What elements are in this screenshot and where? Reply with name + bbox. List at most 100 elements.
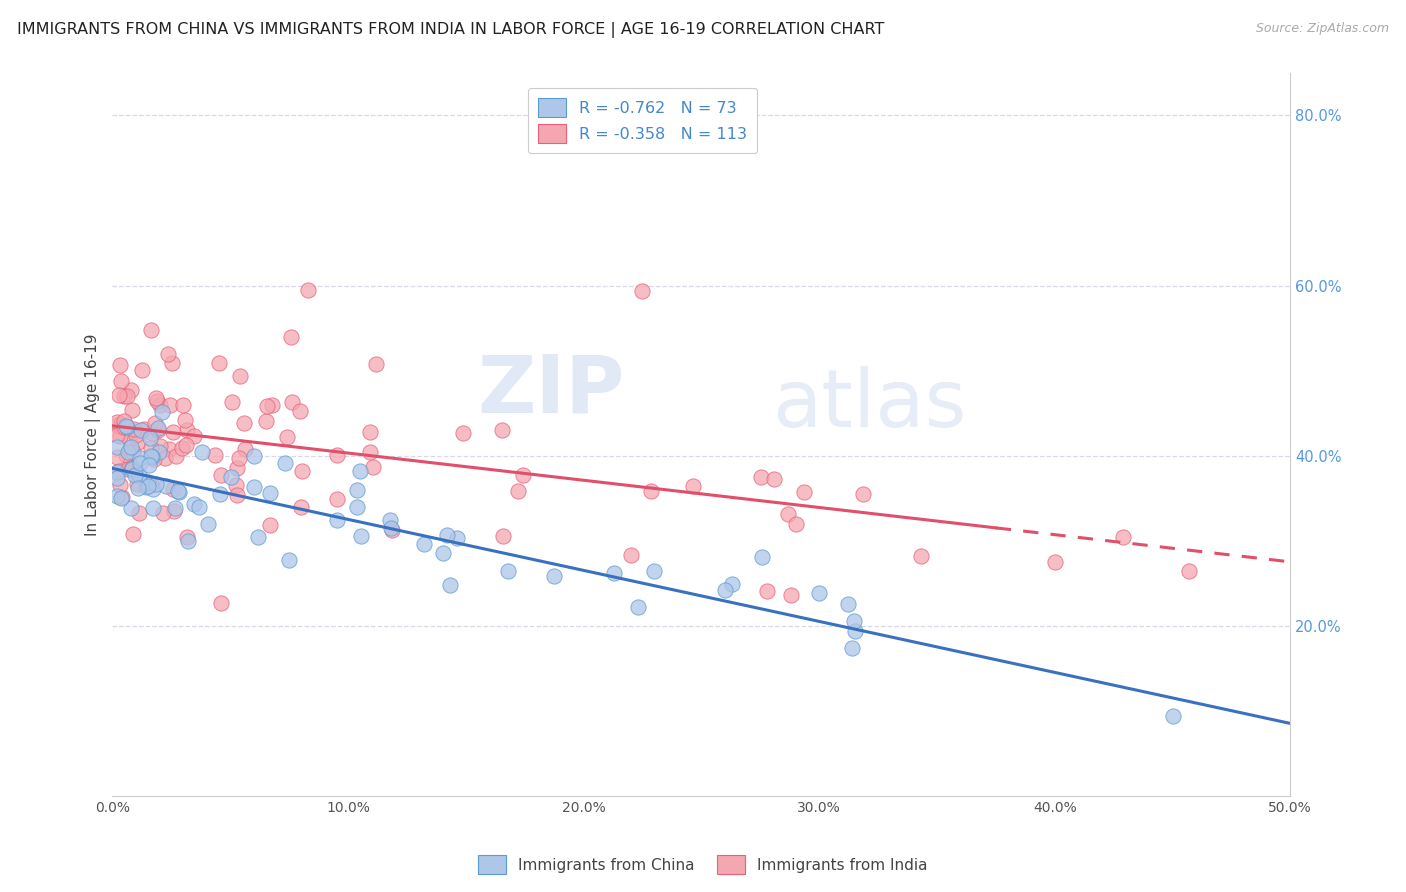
Point [1043,555,1066,569]
Point [1178,564,1201,578]
Point [129,423,152,437]
Point [453,425,475,440]
Point [172,398,194,412]
Point [138,458,160,472]
Point [262,398,284,412]
Point [721,576,744,591]
Text: ZIP: ZIP [478,352,624,430]
Point [110,374,132,388]
Point [105,489,128,503]
Point [643,564,665,578]
Point [110,478,132,492]
Point [233,442,256,456]
Point [380,521,402,535]
Point [108,358,131,372]
Point [105,417,128,432]
Point [120,440,142,454]
Point [166,484,188,499]
Point [108,464,131,478]
Point [110,420,132,434]
Point [228,450,250,465]
Point [159,398,181,412]
Point [105,416,128,430]
Point [274,456,297,470]
Point [128,456,150,470]
Point [779,588,801,602]
Text: atlas: atlas [772,367,966,444]
Point [326,448,349,462]
Point [291,464,314,478]
Point [115,448,138,462]
Point [1112,530,1135,544]
Point [751,549,773,564]
Point [259,517,281,532]
Point [138,431,160,445]
Point [165,500,187,515]
Point [128,467,150,482]
Point [173,413,195,427]
Point [149,398,172,412]
Point [177,534,200,549]
Point [512,468,534,483]
Text: IMMIGRANTS FROM CHINA VS IMMIGRANTS FROM INDIA IN LABOR FORCE | AGE 16-19 CORREL: IMMIGRANTS FROM CHINA VS IMMIGRANTS FROM… [17,22,884,38]
Point [543,568,565,582]
Point [254,414,277,428]
Point [105,450,128,465]
Point [139,442,162,456]
Point [208,356,231,370]
Point [225,487,247,501]
Point [290,404,312,418]
Point [187,500,209,514]
Point [256,400,278,414]
Point [108,429,131,443]
Point [153,451,176,466]
Point [110,417,132,432]
Point [145,476,167,491]
Point [136,475,159,490]
Point [127,481,149,495]
Point [121,527,143,541]
Point [139,476,162,491]
Point [163,504,186,518]
Point [122,422,145,436]
Point [225,461,247,475]
Point [381,524,404,538]
Point [121,462,143,476]
Point [115,388,138,402]
Point [162,425,184,439]
Point [135,480,157,494]
Point [281,395,304,409]
Point [127,435,149,450]
Point [259,485,281,500]
Point [117,445,139,459]
Point [176,423,198,437]
Point [183,497,205,511]
Point [162,482,184,496]
Point [297,283,319,297]
Point [121,444,143,458]
Point [121,460,143,475]
Point [346,483,368,497]
Point [121,403,143,417]
Point [111,490,134,504]
Point [112,389,135,403]
Point [115,419,138,434]
Point [176,530,198,544]
Point [380,513,402,527]
Point [844,624,866,639]
Point [112,414,135,428]
Point [603,566,626,580]
Point [120,384,142,398]
Point [155,479,177,493]
Point [156,347,179,361]
Point [117,433,139,447]
Point [808,585,831,599]
Point [243,449,266,463]
Point [120,459,142,474]
Point [141,425,163,440]
Point [844,614,866,628]
Point [413,537,436,551]
Point [229,368,252,383]
Point [139,323,162,337]
Legend: Immigrants from China, Immigrants from India: Immigrants from China, Immigrants from I… [472,849,934,880]
